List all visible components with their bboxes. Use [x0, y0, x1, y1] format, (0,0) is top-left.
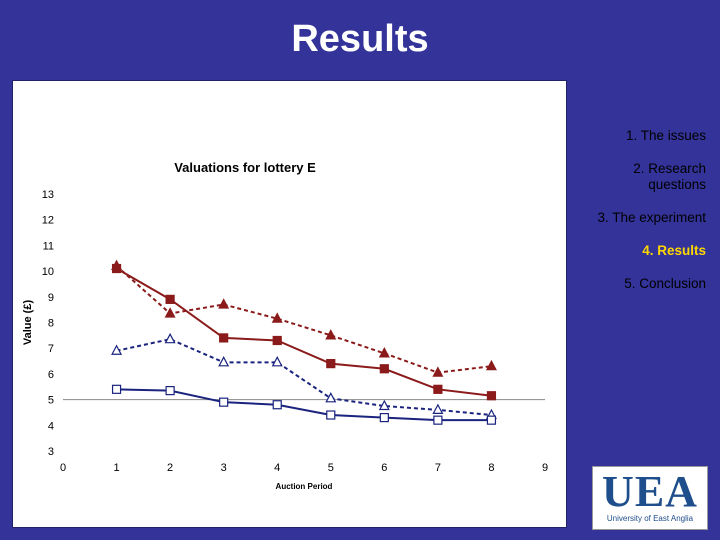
series-point	[111, 384, 122, 394]
series-point	[219, 397, 229, 407]
nav-item-issues[interactable]: 1. The issues	[625, 128, 706, 143]
series-point	[433, 415, 443, 425]
series-point	[379, 364, 389, 374]
series-point	[325, 329, 337, 340]
series-point	[378, 399, 390, 411]
series-point	[326, 359, 336, 369]
series-point	[111, 259, 123, 271]
y-tick-label: 10	[42, 266, 54, 278]
y-tick-label: 4	[48, 420, 54, 432]
nav-item-conclusion[interactable]: 5. Conclusion	[624, 276, 706, 291]
y-tick-label: 6	[48, 369, 54, 381]
x-tick-label: 4	[274, 462, 280, 474]
series-point	[218, 298, 230, 309]
series-point	[218, 356, 230, 367]
y-tick-label: 7	[48, 343, 54, 355]
y-tick-label: 9	[48, 292, 54, 304]
x-tick-label: 7	[435, 462, 441, 474]
x-tick-label: 3	[221, 462, 227, 474]
section-nav: 1. The issues 2. Research questions 3. T…	[536, 128, 706, 309]
series-point	[432, 403, 444, 414]
series-point	[326, 410, 336, 420]
x-tick-label: 8	[488, 462, 494, 474]
series-point	[219, 333, 229, 343]
series-point	[271, 356, 283, 367]
series-point	[272, 400, 282, 410]
y-axis-label: Value (£)	[22, 300, 34, 346]
x-tick-label: 0	[60, 462, 66, 474]
chart-title: Valuations for lottery E	[174, 160, 316, 175]
series-point	[271, 312, 283, 323]
series-line-1	[115, 265, 492, 374]
slide-title: Results	[291, 18, 429, 60]
x-tick-label: 5	[328, 462, 334, 474]
x-tick-label: 6	[381, 462, 387, 474]
y-tick-label: 12	[42, 215, 54, 227]
series-point	[433, 384, 443, 394]
line-chart: Valuations for lottery E3456789101112130…	[22, 160, 548, 491]
series-point	[485, 359, 497, 371]
series-line-0	[116, 267, 492, 397]
nav-item-results[interactable]: 4. Results	[642, 243, 706, 258]
series-point	[165, 386, 175, 396]
y-tick-label: 8	[48, 318, 54, 330]
series-point	[111, 344, 123, 355]
series-line-3	[116, 388, 492, 422]
series-point	[379, 412, 389, 423]
nav-item-research-questions[interactable]: 2. Research questions	[633, 161, 706, 192]
series-point	[486, 415, 497, 425]
x-tick-label: 9	[542, 462, 548, 474]
series-point	[164, 307, 176, 318]
logo-subtitle: University of East Anglia	[606, 514, 694, 523]
y-tick-label: 11	[43, 240, 54, 252]
series-point	[378, 347, 390, 358]
y-tick-label: 3	[48, 446, 54, 458]
y-tick-label: 13	[42, 189, 54, 201]
series-point	[272, 335, 282, 346]
uea-logo: UEA University of East Anglia	[592, 466, 708, 530]
chart-panel: Valuations for lottery E 3 4 5 6 7 8 9 10 11 12 13 0…	[12, 80, 567, 528]
y-tick-label: 5	[48, 395, 54, 407]
series-point	[325, 392, 337, 403]
series-point	[486, 391, 497, 401]
x-tick-label: 1	[113, 462, 119, 474]
logo-letters: UEA	[602, 467, 698, 516]
series-point	[432, 366, 444, 377]
x-axis-label: Auction Period	[276, 482, 333, 491]
nav-item-experiment[interactable]: 3. The experiment	[597, 210, 706, 225]
x-tick-label: 2	[167, 462, 173, 474]
series-point	[164, 332, 176, 344]
series-line-2	[116, 338, 492, 417]
series-point	[165, 294, 175, 304]
